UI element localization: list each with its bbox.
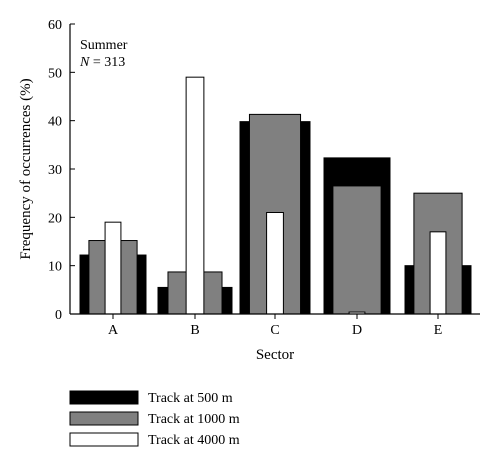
y-tick-label: 30: [48, 163, 62, 178]
y-tick-label: 40: [48, 115, 62, 130]
legend: Track at 500 m Track at 1000 m Track at 40…: [69, 390, 240, 448]
x-tick-label: C: [270, 323, 279, 338]
x-tick-label: A: [108, 323, 119, 338]
y-ticks-group: 0 10 20 30 40 50 60: [48, 18, 75, 323]
annotation-n-symbol: N: [79, 55, 90, 70]
bar-d-series-2: [332, 185, 382, 315]
annotation-n-value: = 313: [89, 55, 125, 70]
bar-b-series-3: [185, 76, 205, 315]
y-tick-label: 0: [55, 308, 62, 323]
legend-label: Track at 500 m: [148, 391, 233, 406]
bar-a-series-3: [104, 221, 122, 315]
y-tick-label: 10: [48, 260, 62, 275]
bar-e-series-3: [429, 231, 447, 315]
x-tick-label: E: [434, 323, 443, 338]
bars-group: [79, 76, 472, 315]
bar-c-series-3: [266, 212, 284, 315]
legend-swatch: [69, 390, 139, 405]
annotation-sample-size: N = 313: [79, 55, 125, 70]
legend-label: Track at 4000 m: [148, 433, 240, 448]
y-axis-label: Frequency of occurrences (%): [18, 78, 34, 259]
x-axis-label: Sector: [256, 347, 294, 363]
legend-swatch: [69, 432, 139, 447]
x-tick-label: D: [352, 323, 362, 338]
y-tick-label: 20: [48, 211, 62, 226]
x-tick-label: B: [190, 323, 199, 338]
legend-swatch: [69, 411, 139, 426]
x-ticks-group: A B C D E: [108, 314, 442, 338]
annotation-season: Summer: [80, 38, 128, 53]
legend-label: Track at 1000 m: [148, 412, 240, 427]
y-tick-label: 50: [48, 66, 62, 81]
y-tick-label: 60: [48, 18, 62, 33]
